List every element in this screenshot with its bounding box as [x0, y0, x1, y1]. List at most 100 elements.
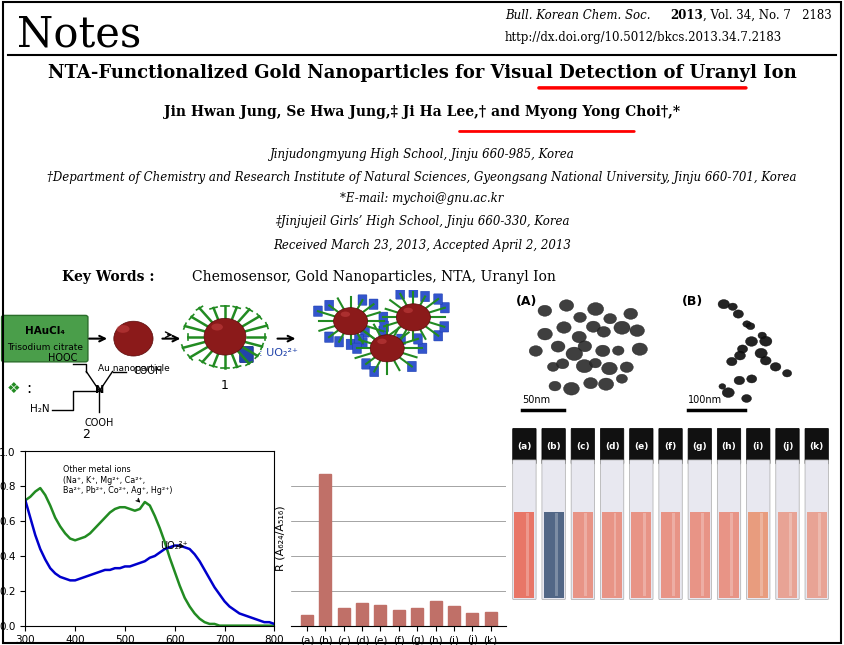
Ellipse shape	[557, 322, 571, 333]
Bar	[430, 601, 441, 626]
FancyBboxPatch shape	[379, 312, 388, 322]
FancyBboxPatch shape	[542, 460, 565, 599]
Ellipse shape	[204, 318, 246, 355]
FancyBboxPatch shape	[369, 299, 378, 310]
Text: : UO₂²⁺: : UO₂²⁺	[259, 348, 298, 358]
Text: Other metal ions
(Na⁺, K⁺, Mg²⁺, Ca²⁺,
Ba²⁺, Pb²⁺, Co²⁺, Ag⁺, Hg²⁺): Other metal ions (Na⁺, K⁺, Mg²⁺, Ca²⁺, B…	[62, 466, 172, 502]
Ellipse shape	[403, 308, 413, 313]
Text: (j): (j)	[782, 442, 793, 451]
Bar	[484, 611, 496, 626]
Ellipse shape	[620, 362, 633, 372]
FancyBboxPatch shape	[542, 428, 565, 464]
Bar	[719, 512, 739, 598]
Ellipse shape	[551, 341, 565, 352]
Ellipse shape	[719, 384, 726, 389]
FancyBboxPatch shape	[600, 460, 624, 599]
FancyBboxPatch shape	[512, 460, 536, 599]
Bar	[526, 513, 529, 596]
Text: Chemosensor, Gold Nanoparticles, NTA, Uranyl Ion: Chemosensor, Gold Nanoparticles, NTA, Ur…	[192, 270, 556, 284]
Text: HAuCl₄: HAuCl₄	[24, 326, 65, 336]
FancyBboxPatch shape	[659, 460, 682, 599]
FancyBboxPatch shape	[420, 292, 430, 302]
FancyBboxPatch shape	[325, 332, 333, 342]
Ellipse shape	[576, 360, 592, 373]
FancyBboxPatch shape	[440, 322, 449, 332]
Text: ‡Jinjujeil Girls’ High School, Jinju 660-330, Korea: ‡Jinjujeil Girls’ High School, Jinju 660…	[275, 215, 569, 228]
FancyBboxPatch shape	[414, 333, 422, 344]
Ellipse shape	[587, 321, 600, 332]
FancyBboxPatch shape	[717, 460, 741, 599]
Ellipse shape	[333, 308, 368, 335]
Ellipse shape	[564, 382, 579, 395]
Ellipse shape	[114, 321, 153, 356]
Bar	[777, 512, 798, 598]
FancyBboxPatch shape	[600, 428, 624, 464]
Bar	[392, 610, 405, 626]
FancyBboxPatch shape	[380, 321, 388, 332]
Bar	[631, 512, 652, 598]
Text: UO₂²⁺: UO₂²⁺	[160, 541, 187, 551]
Text: (d): (d)	[605, 442, 619, 451]
FancyBboxPatch shape	[313, 306, 322, 317]
Y-axis label: R (A₆₂₄/A₅₁₆): R (A₆₂₄/A₅₁₆)	[276, 506, 285, 571]
FancyBboxPatch shape	[747, 460, 770, 599]
Text: *E-mail: mychoi@gnu.ac.kr: *E-mail: mychoi@gnu.ac.kr	[340, 192, 504, 205]
Ellipse shape	[560, 300, 574, 312]
FancyBboxPatch shape	[358, 295, 367, 305]
Ellipse shape	[746, 322, 755, 330]
Text: HOOC: HOOC	[48, 353, 78, 363]
Ellipse shape	[782, 370, 792, 377]
Text: (k): (k)	[809, 442, 824, 451]
Text: NTA-Functionalized Gold Nanoparticles for Visual Detection of Uranyl Ion: NTA-Functionalized Gold Nanoparticles fo…	[47, 64, 797, 82]
Text: Key Words :: Key Words :	[62, 270, 154, 284]
FancyBboxPatch shape	[370, 366, 379, 377]
Text: Trisodium citrate: Trisodium citrate	[7, 343, 83, 352]
Ellipse shape	[745, 337, 758, 346]
Bar	[818, 513, 821, 596]
Bar	[672, 513, 675, 596]
Ellipse shape	[574, 312, 587, 322]
Text: ❖: ❖	[6, 381, 20, 397]
FancyBboxPatch shape	[409, 287, 418, 297]
Ellipse shape	[596, 345, 610, 357]
Text: 100nm: 100nm	[688, 395, 722, 404]
Text: :: :	[26, 381, 31, 397]
Bar	[760, 513, 763, 596]
Ellipse shape	[760, 357, 771, 365]
Bar	[789, 513, 792, 596]
Ellipse shape	[584, 377, 598, 389]
FancyBboxPatch shape	[571, 428, 594, 464]
Ellipse shape	[734, 352, 745, 360]
FancyBboxPatch shape	[688, 428, 711, 464]
Bar	[614, 513, 616, 596]
Ellipse shape	[742, 395, 751, 402]
Ellipse shape	[598, 378, 614, 390]
Text: COOH: COOH	[84, 418, 114, 428]
Ellipse shape	[632, 343, 647, 355]
Ellipse shape	[371, 335, 404, 362]
FancyBboxPatch shape	[2, 315, 88, 362]
Bar	[301, 615, 313, 626]
FancyBboxPatch shape	[353, 343, 361, 353]
Bar	[661, 512, 680, 598]
FancyBboxPatch shape	[358, 337, 367, 348]
Ellipse shape	[538, 328, 552, 340]
Bar	[466, 613, 479, 626]
Text: Notes: Notes	[17, 14, 141, 55]
FancyBboxPatch shape	[434, 294, 442, 304]
Ellipse shape	[747, 375, 757, 383]
Ellipse shape	[630, 325, 645, 337]
FancyBboxPatch shape	[397, 334, 405, 344]
Ellipse shape	[733, 310, 744, 318]
Bar	[448, 606, 460, 626]
Ellipse shape	[589, 359, 601, 368]
Text: 50nm: 50nm	[522, 395, 550, 404]
Text: (a): (a)	[517, 442, 532, 451]
Ellipse shape	[211, 324, 223, 330]
Bar	[701, 513, 704, 596]
FancyBboxPatch shape	[805, 428, 829, 464]
Ellipse shape	[771, 362, 781, 371]
Text: (c): (c)	[576, 442, 590, 451]
Ellipse shape	[616, 374, 627, 383]
Text: (A): (A)	[516, 295, 538, 308]
